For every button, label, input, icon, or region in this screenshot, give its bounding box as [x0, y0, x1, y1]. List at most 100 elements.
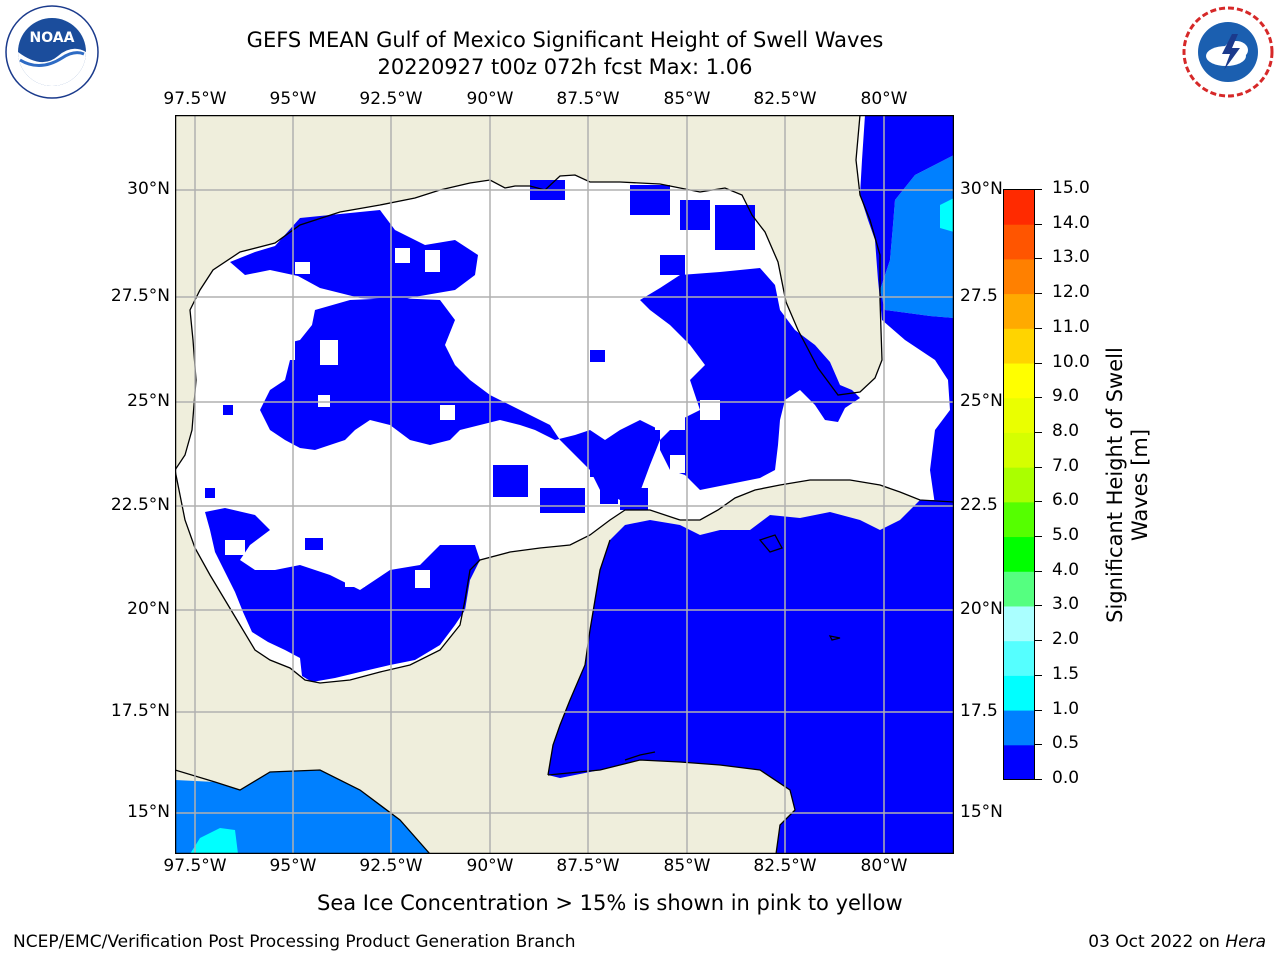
colorbar-swatch	[1004, 432, 1034, 469]
lon-label-bottom: 82.5°W	[753, 856, 817, 876]
colorbar-tick-mark	[1035, 223, 1042, 225]
colorbar-tick-mark	[1035, 293, 1042, 295]
atlantic-water	[880, 155, 954, 318]
chart-title-line1: GEFS MEAN Gulf of Mexico Significant Hei…	[246, 28, 884, 52]
noaa-logo-text: NOAA	[30, 30, 75, 46]
coastlines	[175, 115, 954, 854]
colorbar-tick-label: 3.0	[1052, 594, 1080, 615]
colorbar-swatch	[1004, 328, 1034, 365]
colorbar-tick-mark	[1035, 501, 1042, 503]
colorbar-swatch	[1004, 502, 1034, 538]
noaa-logo: NOAA	[2, 4, 102, 100]
colorbar-tick-label: 0.5	[1052, 733, 1080, 754]
colorbar	[1003, 189, 1035, 780]
lat-label-left: 30°N	[127, 179, 170, 199]
colorbar-swatch	[1004, 641, 1034, 677]
colorbar-swatch	[1004, 294, 1034, 330]
colorbar-swatch	[1004, 606, 1034, 642]
colorbar-tick-label: 9.0	[1052, 386, 1080, 407]
colorbar-tick-label: 14.0	[1052, 212, 1090, 233]
colorbar-swatch	[1004, 745, 1034, 780]
caribbean-water	[548, 500, 954, 854]
colorbar-tick-mark	[1035, 570, 1042, 572]
colorbar-tick-label: 11.0	[1052, 316, 1090, 337]
colorbar-tick-label: 8.0	[1052, 420, 1080, 441]
footer-date-text: 03 Oct 2022 on	[1088, 932, 1226, 952]
colorbar-tick-label: 5.0	[1052, 525, 1080, 546]
lat-label-left: 22.5°N	[110, 495, 170, 515]
colorbar-tick-label: 6.0	[1052, 490, 1080, 511]
lat-label-right: 30°N	[960, 179, 1003, 199]
colorbar-tick-label: 10.0	[1052, 351, 1090, 372]
lat-label-left: 20°N	[127, 599, 170, 619]
colorbar-tick-label: 4.0	[1052, 559, 1080, 580]
chart-title-line2: 20220927 t00z 072h fcst Max: 1.06	[377, 55, 753, 79]
colorbar-swatch	[1004, 224, 1034, 260]
colorbar-swatch	[1004, 467, 1034, 503]
atlantic-water-high	[940, 198, 954, 232]
lat-label-left: 15°N	[127, 802, 170, 822]
footer-date: 03 Oct 2022 on Hera	[1088, 932, 1266, 952]
colorbar-swatch	[1004, 398, 1034, 434]
graticule	[175, 115, 954, 854]
nws-logo	[1178, 4, 1278, 100]
colorbar-tick-mark	[1035, 536, 1042, 538]
lon-label-top: 82.5°W	[753, 89, 817, 109]
colorbar-tick-label: 1.0	[1052, 698, 1080, 719]
lat-label-right: 22.5	[960, 495, 998, 515]
colorbar-tick-mark	[1035, 397, 1042, 399]
colorbar-tick-mark	[1035, 431, 1042, 433]
lon-label-bottom: 80°W	[860, 856, 908, 876]
colorbar-tick-mark	[1035, 605, 1042, 607]
footer-branch: NCEP/EMC/Verification Post Processing Pr…	[13, 932, 576, 952]
colorbar-tick-mark	[1035, 327, 1042, 329]
colorbar-tick-label: 13.0	[1052, 247, 1090, 268]
gulf-no-swell-holes	[225, 248, 720, 588]
sea-ice-note: Sea Ice Concentration > 15% is shown in …	[317, 891, 903, 915]
lon-label-top: 97.5°W	[163, 89, 227, 109]
colorbar-swatch	[1004, 190, 1034, 226]
lon-label-bottom: 97.5°W	[163, 856, 227, 876]
colorbar-tick-label: 0.0	[1052, 768, 1080, 788]
lon-label-top: 95°W	[269, 89, 317, 109]
lon-label-top: 92.5°W	[359, 89, 423, 109]
colorbar-tick-mark	[1035, 744, 1042, 746]
colorbar-tick-label: 1.5	[1052, 663, 1080, 684]
colorbar-swatch	[1004, 537, 1034, 573]
colorbar-swatch	[1004, 675, 1034, 712]
colorbar-swatch	[1004, 571, 1034, 607]
lat-label-right: 27.5	[960, 286, 998, 306]
colorbar-swatches	[1004, 190, 1034, 780]
lon-label-bottom: 92.5°W	[359, 856, 423, 876]
colorbar-swatch	[1004, 710, 1034, 746]
lon-label-top: 80°W	[860, 89, 908, 109]
lat-label-right: 15°N	[960, 802, 1003, 822]
lon-label-top: 90°W	[466, 89, 514, 109]
colorbar-tick-mark	[1035, 258, 1042, 260]
lon-label-bottom: 87.5°W	[556, 856, 620, 876]
colorbar-tick-mark	[1035, 674, 1042, 676]
lat-label-left: 27.5°N	[110, 286, 170, 306]
colorbar-tick-mark	[1035, 466, 1042, 468]
colorbar-tick-mark	[1035, 640, 1042, 642]
colorbar-tick-label: 7.0	[1052, 455, 1080, 476]
lon-label-bottom: 95°W	[269, 856, 317, 876]
footer-machine: Hera	[1225, 932, 1266, 952]
colorbar-tick-mark	[1035, 779, 1042, 780]
lon-label-bottom: 85°W	[663, 856, 711, 876]
colorbar-tick-mark	[1035, 362, 1042, 364]
colorbar-swatch	[1004, 259, 1034, 295]
pacific-water-high	[190, 828, 238, 854]
lon-label-top: 87.5°W	[556, 89, 620, 109]
colorbar-tick-label: 15.0	[1052, 178, 1090, 198]
lat-label-right: 17.5	[960, 701, 998, 721]
colorbar-swatch	[1004, 363, 1034, 399]
colorbar-tick-label: 12.0	[1052, 282, 1090, 303]
lon-label-top: 85°W	[663, 89, 711, 109]
lat-label-right: 20°N	[960, 599, 1003, 619]
map-frame	[175, 115, 954, 854]
colorbar-tick-mark	[1035, 709, 1042, 711]
lat-label-left: 25°N	[127, 391, 170, 411]
colorbar-tick-label: 2.0	[1052, 629, 1080, 650]
swell-height-map	[175, 115, 954, 854]
